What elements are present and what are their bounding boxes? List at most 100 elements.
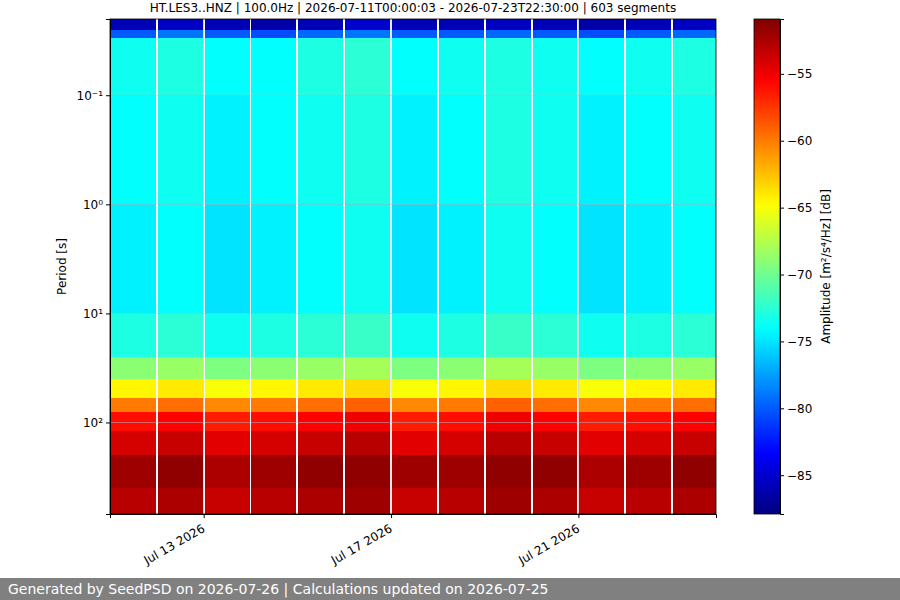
colorbar-tick-label: −80 [787,402,812,416]
colorbar-tick-mark [780,74,784,75]
grid-line-y [110,204,716,205]
y-axis-line [106,20,111,515]
cell [673,204,716,313]
x-tick-mark [578,514,579,518]
colorbar-tick: −70 [780,268,812,282]
colorbar [754,19,780,514]
cell [486,19,531,30]
chart-title: HT.LES3..HNZ | 100.0Hz | 2026-07-11T00:0… [150,1,676,15]
y-tick: 10⁻¹ [77,89,110,103]
cell [298,398,343,412]
y-tick: 10² [83,416,110,430]
cell [345,398,390,412]
colorbar-tick-mark [780,408,784,409]
grid-line-y [110,422,716,423]
cell [673,95,716,204]
cell [392,19,437,30]
colorbar-tick-mark [780,275,784,276]
cell [345,431,390,455]
colorbar-tick: −60 [780,134,812,148]
cell [439,95,484,204]
cell [205,313,250,356]
cell [439,379,484,398]
colorbar-tick: −75 [780,335,812,349]
y-tick-label: 10⁰ [83,198,103,212]
cell [205,95,250,204]
x-tick-label: Jul 17 2026 [328,521,395,568]
x-axis: Jul 13 2026 Jul 17 2026 Jul 21 2026 [111,514,717,568]
cell [486,95,531,204]
x-tick-mark [204,514,205,518]
cell [110,95,156,204]
cell [205,379,250,398]
cell [392,95,437,204]
cell [158,488,203,514]
cell [158,357,203,379]
cell [392,38,437,95]
y-tick: 10¹ [83,307,110,321]
cell [205,398,250,412]
cell [110,379,156,398]
colorbar-tick: −80 [780,402,812,416]
cell [579,398,624,412]
cell [158,455,203,488]
cell [486,38,531,95]
colorbar-tick-label: −65 [787,201,812,215]
cell [298,30,343,39]
grid [110,19,716,514]
x-tick: Jul 13 2026 [141,514,208,568]
cell [626,431,671,455]
cell [158,398,203,412]
cell [298,95,343,204]
cell [110,488,156,514]
cell [298,379,343,398]
cell [251,357,296,379]
cell [533,313,578,356]
y-tick: 10⁰ [83,198,110,212]
cell [439,30,484,39]
cell [158,379,203,398]
cell [439,455,484,488]
cell [345,95,390,204]
cell [439,313,484,356]
cell [533,95,578,204]
y-tick-label: 10¹ [83,307,103,321]
y-axis: 10⁻¹ 10⁰ 10¹ 10² [77,20,111,515]
cell [110,38,156,95]
cell [626,204,671,313]
cell [298,431,343,455]
colorbar-title: Amplitude [m²/s⁴/Hz] [dB] [819,189,833,344]
cell [110,431,156,455]
cell [439,357,484,379]
cell [205,412,250,431]
cell [626,19,671,30]
cell [486,398,531,412]
cell [251,313,296,356]
cell [579,357,624,379]
cell [158,95,203,204]
cell [251,431,296,455]
cell [673,488,716,514]
cell [110,204,156,313]
cell [110,412,156,431]
cell [533,19,578,30]
cell [579,204,624,313]
colorbar-tick-mark [780,341,784,342]
x-tick-label: Jul 13 2026 [141,521,208,568]
cell [110,357,156,379]
y-axis-title: Period [s] [55,238,69,295]
cell [345,30,390,39]
cell [345,19,390,30]
x-tick-label: Jul 21 2026 [515,521,582,568]
cell [158,204,203,313]
footer-text: Generated by SeedPSD on 2026-07-26 | Cal… [8,581,549,598]
cell [439,19,484,30]
cell [251,30,296,39]
cell [533,204,578,313]
cell [298,412,343,431]
cell [439,412,484,431]
cell [251,379,296,398]
cell [439,398,484,412]
cell [673,19,716,30]
cell [251,412,296,431]
